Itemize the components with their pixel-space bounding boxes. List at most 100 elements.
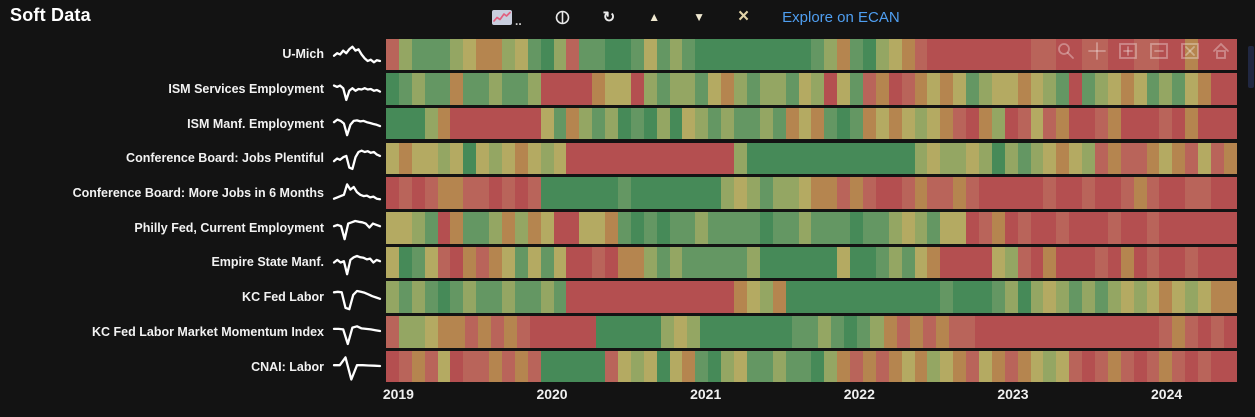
heatmap-cell[interactable] (1185, 212, 1199, 244)
heatmap-cell[interactable] (1211, 281, 1224, 313)
heatmap-cell[interactable] (721, 281, 735, 313)
heatmap-cell[interactable] (978, 177, 992, 209)
heatmap-cell[interactable] (962, 316, 976, 348)
heatmap-cell[interactable] (798, 38, 812, 71)
heatmap-cell[interactable] (1040, 316, 1054, 348)
heatmap-cell[interactable] (837, 73, 851, 105)
heatmap-cell[interactable] (953, 73, 967, 105)
heatmap-cell[interactable] (592, 38, 606, 71)
heatmap-cell[interactable] (798, 246, 812, 279)
heatmap-cell[interactable] (978, 38, 992, 71)
heatmap-cell[interactable] (1030, 212, 1044, 244)
heatmap-cell[interactable] (643, 246, 657, 279)
heatmap-cell[interactable] (592, 107, 606, 140)
heatmap-cell[interactable] (1211, 142, 1224, 175)
heatmap-cell[interactable] (824, 38, 838, 71)
heatmap-cell[interactable] (888, 246, 902, 279)
heatmap-cell[interactable] (682, 212, 696, 244)
heatmap-cell[interactable] (901, 38, 915, 71)
heatmap-cell[interactable] (1133, 177, 1147, 209)
heatmap-cell[interactable] (450, 350, 464, 383)
heatmap-cell[interactable] (966, 281, 979, 313)
info-icon[interactable] (555, 10, 570, 25)
heatmap-cell[interactable] (927, 246, 941, 279)
heatmap-cell[interactable] (630, 350, 644, 383)
heatmap-cell[interactable] (909, 316, 923, 348)
heatmap-cell[interactable] (1107, 212, 1121, 244)
refresh-icon[interactable]: ↻ (602, 9, 616, 26)
heatmap-cell[interactable] (489, 107, 503, 140)
heatmap-cell[interactable] (1146, 212, 1160, 244)
heatmap-cell[interactable] (566, 281, 580, 313)
heatmap-cell[interactable] (1185, 38, 1199, 71)
heatmap-cell[interactable] (582, 316, 596, 348)
heatmap-cell[interactable] (1043, 107, 1057, 140)
heatmap-cell[interactable] (1146, 73, 1160, 105)
heatmap-cell[interactable] (1069, 281, 1083, 313)
heatmap-cell[interactable] (540, 142, 554, 175)
heatmap-cell[interactable] (695, 246, 709, 279)
heatmap-cell[interactable] (734, 142, 747, 175)
heatmap-strip[interactable] (386, 281, 1237, 313)
heatmap-cell[interactable] (618, 350, 631, 383)
heatmap-cell[interactable] (927, 212, 941, 244)
heatmap-cell[interactable] (785, 212, 799, 244)
heatmap-cell[interactable] (991, 142, 1005, 175)
heatmap-cell[interactable] (1082, 73, 1095, 105)
heatmap-cell[interactable] (437, 73, 451, 105)
heatmap-cell[interactable] (1082, 246, 1095, 279)
heatmap-cell[interactable] (1146, 38, 1160, 71)
heatmap-cell[interactable] (514, 212, 528, 244)
heatmap-cell[interactable] (1211, 107, 1224, 140)
heatmap-cell[interactable] (398, 38, 412, 71)
heatmap-cell[interactable] (1159, 73, 1173, 105)
heatmap-cell[interactable] (811, 73, 825, 105)
heatmap-cell[interactable] (798, 177, 812, 209)
heatmap-cell[interactable] (398, 281, 412, 313)
heatmap-cell[interactable] (502, 350, 515, 383)
heatmap-cell[interactable] (991, 212, 1005, 244)
heatmap-cell[interactable] (643, 142, 657, 175)
heatmap-cell[interactable] (734, 281, 747, 313)
heatmap-cell[interactable] (1043, 212, 1057, 244)
heatmap-cell[interactable] (424, 246, 438, 279)
heatmap-cell[interactable] (605, 212, 619, 244)
heatmap-cell[interactable] (966, 73, 979, 105)
heatmap-cell[interactable] (875, 142, 889, 175)
heatmap-cell[interactable] (682, 350, 696, 383)
heatmap-cell[interactable] (785, 177, 799, 209)
heatmap-cell[interactable] (489, 350, 503, 383)
heatmap-cell[interactable] (966, 212, 979, 244)
heatmap-cell[interactable] (901, 177, 915, 209)
heatmap-cell[interactable] (1133, 73, 1147, 105)
heatmap-cell[interactable] (386, 212, 399, 244)
heatmap-cell[interactable] (398, 142, 412, 175)
heatmap-cell[interactable] (772, 246, 786, 279)
heatmap-cell[interactable] (669, 281, 683, 313)
heatmap-cell[interactable] (502, 73, 515, 105)
heatmap-cell[interactable] (857, 316, 871, 348)
heatmap-cell[interactable] (540, 350, 554, 383)
heatmap-cell[interactable] (1185, 73, 1199, 105)
heatmap-cell[interactable] (901, 281, 915, 313)
heatmap-cell[interactable] (927, 177, 941, 209)
heatmap-cell[interactable] (1172, 281, 1186, 313)
heatmap-cell[interactable] (746, 73, 760, 105)
heatmap-cell[interactable] (901, 246, 915, 279)
heatmap-cell[interactable] (914, 281, 928, 313)
heatmap-cell[interactable] (618, 142, 631, 175)
heatmap-cell[interactable] (1017, 212, 1031, 244)
heatmap-cell[interactable] (1056, 212, 1070, 244)
heatmap-cell[interactable] (746, 281, 760, 313)
heatmap-cell[interactable] (489, 246, 503, 279)
heatmap-cell[interactable] (1069, 38, 1083, 71)
heatmap-cell[interactable] (1146, 246, 1160, 279)
heatmap-cell[interactable] (811, 212, 825, 244)
heatmap-cell[interactable] (914, 142, 928, 175)
heatmap-cell[interactable] (978, 350, 992, 383)
heatmap-cell[interactable] (424, 281, 438, 313)
heatmap-cell[interactable] (1172, 246, 1186, 279)
heatmap-cell[interactable] (888, 73, 902, 105)
heatmap-strip[interactable] (386, 316, 1238, 348)
zoom-in-icon[interactable] (1116, 41, 1140, 61)
